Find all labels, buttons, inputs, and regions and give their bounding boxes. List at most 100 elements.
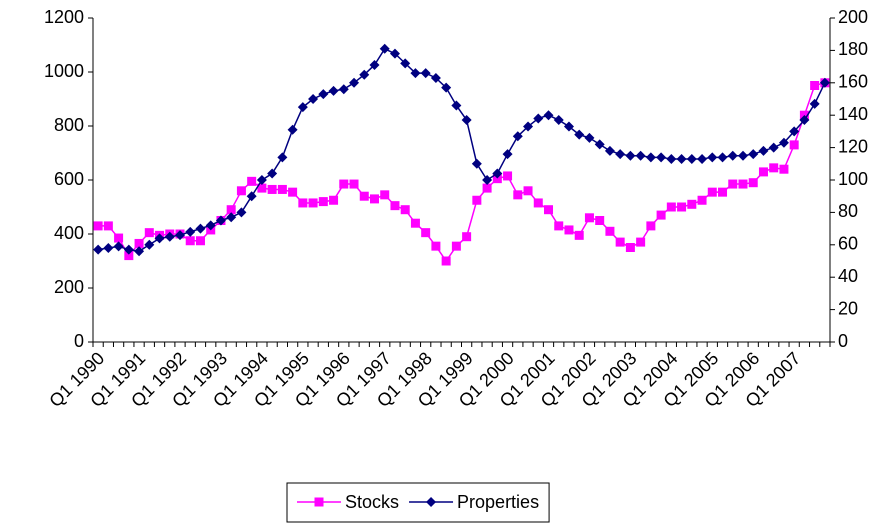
point — [677, 202, 687, 212]
point — [697, 195, 707, 205]
point — [114, 233, 124, 243]
point — [482, 175, 493, 185]
point — [717, 152, 728, 163]
point — [748, 178, 758, 188]
point — [564, 225, 574, 235]
point — [625, 243, 635, 252]
point — [175, 230, 186, 241]
point — [287, 124, 298, 135]
point — [410, 68, 421, 79]
point — [799, 115, 810, 126]
point — [738, 179, 748, 189]
point — [451, 100, 462, 111]
y2-tick-label: 200 — [838, 7, 868, 27]
point — [277, 152, 288, 163]
legend-label: Properties — [457, 492, 539, 512]
point — [503, 171, 513, 181]
point — [185, 226, 196, 237]
y2-tick-label: 80 — [838, 201, 858, 221]
point — [103, 243, 114, 254]
point — [267, 184, 277, 194]
point — [267, 168, 278, 179]
point — [339, 179, 349, 189]
y2-tick-label: 160 — [838, 72, 868, 92]
point — [297, 102, 308, 113]
point — [338, 84, 349, 95]
point — [431, 241, 441, 251]
point — [205, 220, 216, 231]
point — [758, 145, 769, 156]
y2-tick-label: 100 — [838, 169, 868, 189]
point — [103, 221, 113, 231]
point — [93, 244, 104, 255]
point — [144, 239, 155, 250]
point — [594, 139, 605, 150]
point — [768, 142, 779, 153]
legend-marker — [314, 497, 324, 507]
point — [369, 59, 380, 70]
y-tick-label: 1000 — [44, 61, 84, 81]
point — [144, 228, 154, 238]
y2-tick-label: 40 — [838, 266, 858, 286]
point — [236, 207, 247, 218]
point — [389, 48, 400, 59]
point — [226, 205, 236, 215]
point — [257, 183, 267, 193]
point — [574, 129, 585, 140]
point — [666, 202, 676, 212]
point — [441, 256, 451, 266]
point — [421, 228, 431, 238]
point — [718, 187, 728, 197]
y2-tick-label: 140 — [838, 104, 868, 124]
point — [615, 149, 626, 160]
point — [737, 150, 748, 161]
point — [819, 77, 830, 88]
point — [379, 43, 390, 54]
point — [574, 230, 584, 240]
point — [298, 198, 308, 208]
point — [462, 232, 472, 242]
point — [288, 187, 298, 197]
point — [563, 121, 574, 132]
point — [635, 150, 646, 161]
point — [656, 210, 666, 220]
point — [584, 132, 595, 143]
point — [328, 85, 339, 96]
point — [584, 213, 594, 223]
point — [778, 137, 789, 148]
y-tick-label: 200 — [54, 277, 84, 297]
point — [513, 190, 523, 200]
legend: Stocks Properties — [286, 482, 550, 523]
point — [748, 149, 759, 160]
point — [195, 223, 206, 234]
point — [349, 179, 359, 189]
point — [769, 163, 779, 173]
y2-tick-label: 60 — [838, 234, 858, 254]
point — [543, 110, 554, 121]
point — [502, 149, 513, 160]
y2-tick-label: 180 — [838, 39, 868, 59]
y2-tick-label: 120 — [838, 136, 868, 156]
point — [329, 195, 339, 205]
point — [247, 176, 257, 186]
point — [215, 215, 226, 226]
point — [645, 152, 656, 163]
point — [604, 145, 615, 156]
point — [430, 72, 441, 83]
point — [277, 184, 287, 194]
point — [134, 246, 145, 257]
point — [154, 233, 165, 244]
point — [134, 238, 144, 248]
y2-tick-label: 20 — [838, 298, 858, 318]
y-tick-label: 1200 — [44, 7, 84, 27]
point — [461, 115, 472, 126]
point — [308, 198, 318, 208]
point — [390, 201, 400, 211]
legend-label: Stocks — [345, 492, 399, 512]
point — [666, 153, 677, 164]
point — [656, 152, 667, 163]
point — [359, 69, 370, 80]
point — [686, 153, 697, 164]
point — [636, 237, 646, 247]
